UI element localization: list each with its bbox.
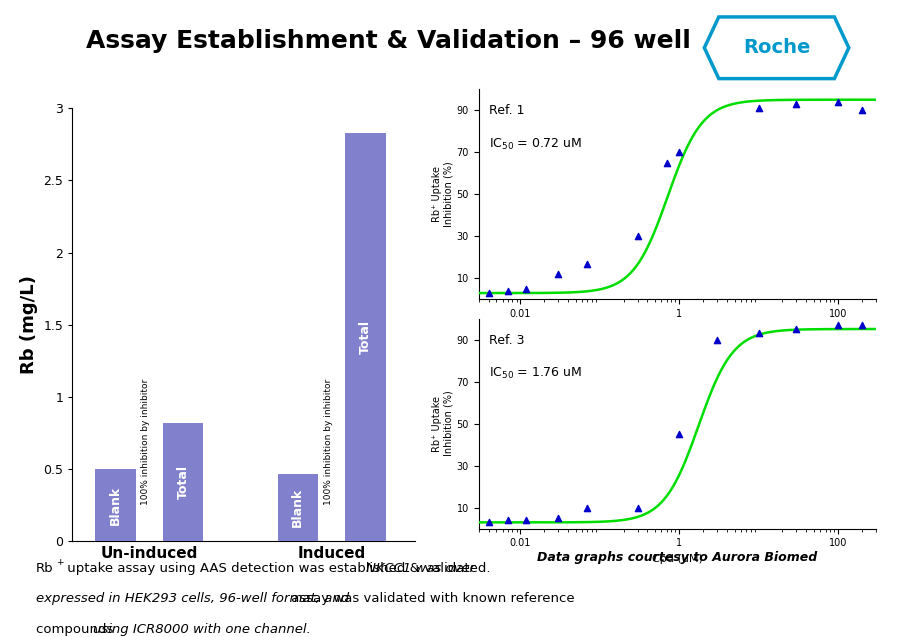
Bar xyxy=(162,423,203,541)
Point xyxy=(519,515,533,526)
Text: +: + xyxy=(56,558,63,567)
Text: Ref. 1: Ref. 1 xyxy=(488,104,523,117)
Point xyxy=(481,517,495,527)
Point xyxy=(788,99,803,109)
Text: Ref. 3: Ref. 3 xyxy=(488,334,523,347)
Point xyxy=(550,513,565,524)
Text: Total: Total xyxy=(176,465,189,499)
Point xyxy=(750,103,765,113)
X-axis label: Cpd (uM): Cpd (uM) xyxy=(651,325,702,334)
Point xyxy=(830,97,844,107)
Point xyxy=(750,328,765,338)
Text: Rb: Rb xyxy=(36,562,54,575)
Text: Blank: Blank xyxy=(291,488,304,527)
Point xyxy=(854,320,869,330)
Point xyxy=(854,105,869,115)
Point xyxy=(579,259,594,269)
Bar xyxy=(345,133,385,541)
Text: Blank: Blank xyxy=(109,486,122,525)
Point xyxy=(671,147,686,157)
Text: assay was validated with known reference: assay was validated with known reference xyxy=(287,592,575,605)
Y-axis label: Rb⁺ Uptake
Inhibition (%): Rb⁺ Uptake Inhibition (%) xyxy=(432,390,453,457)
Point xyxy=(788,324,803,334)
Point xyxy=(630,231,644,241)
Point xyxy=(500,515,514,526)
Text: 100% inhibition by inhibitor: 100% inhibition by inhibitor xyxy=(323,379,332,505)
Text: expressed in HEK293 cells, 96-well format, and: expressed in HEK293 cells, 96-well forma… xyxy=(36,592,349,605)
Text: using ICR8000 with one channel.: using ICR8000 with one channel. xyxy=(93,623,310,636)
Bar xyxy=(95,469,135,541)
Point xyxy=(830,320,844,330)
Point xyxy=(671,429,686,440)
Bar xyxy=(277,473,318,541)
X-axis label: Cpd (uM): Cpd (uM) xyxy=(651,554,702,564)
Y-axis label: Rb⁺ Uptake
Inhibition (%): Rb⁺ Uptake Inhibition (%) xyxy=(432,161,453,227)
Point xyxy=(519,284,533,294)
Text: IC$_{50}$ = 1.76 uM: IC$_{50}$ = 1.76 uM xyxy=(488,366,581,382)
Point xyxy=(579,503,594,513)
Point xyxy=(550,269,565,279)
Polygon shape xyxy=(704,17,848,78)
Point xyxy=(500,286,514,296)
Text: Roche: Roche xyxy=(742,38,809,57)
Text: NKCC1 was over: NKCC1 was over xyxy=(365,562,474,575)
Text: IC$_{50}$ = 0.72 uM: IC$_{50}$ = 0.72 uM xyxy=(488,137,581,152)
Text: compounds: compounds xyxy=(36,623,117,636)
Point xyxy=(481,288,495,298)
Text: Total: Total xyxy=(358,320,372,354)
Text: Assay Establishment & Validation – 96 well: Assay Establishment & Validation – 96 we… xyxy=(86,29,690,53)
Point xyxy=(630,503,644,513)
Point xyxy=(709,334,723,345)
Text: Data graphs courtesy to Aurora Biomed: Data graphs courtesy to Aurora Biomed xyxy=(537,551,816,564)
Point xyxy=(658,157,673,168)
Text: 100% inhibition by inhibitor: 100% inhibition by inhibitor xyxy=(141,379,150,505)
Y-axis label: Rb (mg/L): Rb (mg/L) xyxy=(20,275,38,375)
Text: uptake assay using AAS detection was established & validated.: uptake assay using AAS detection was est… xyxy=(63,562,494,575)
